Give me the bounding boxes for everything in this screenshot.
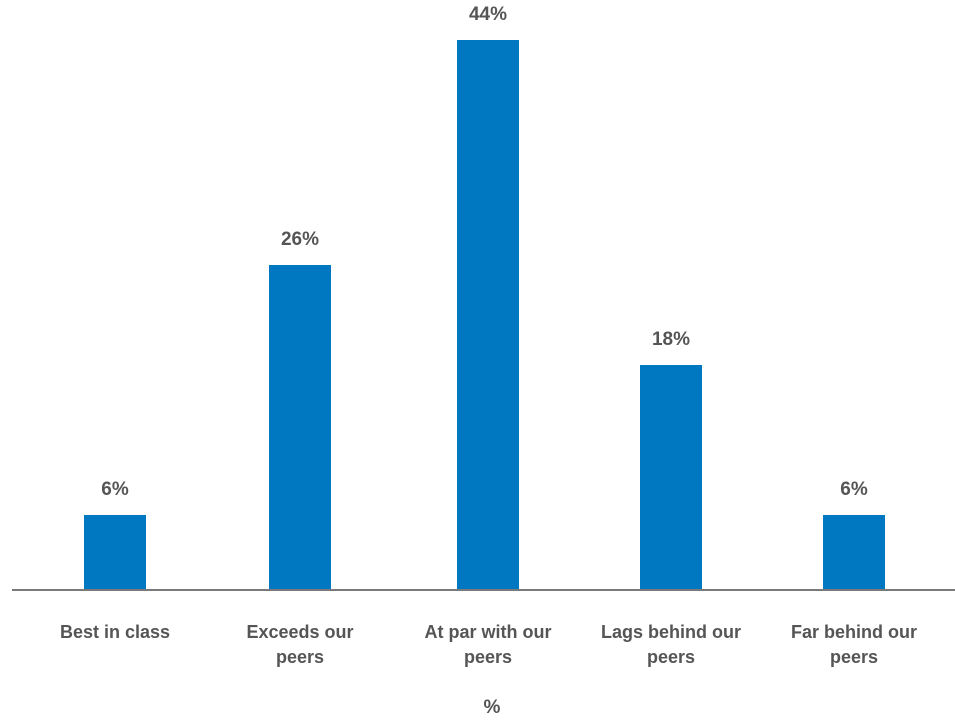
category-label-line: peers [830, 647, 878, 667]
category-label-line: Lags behind our [601, 622, 741, 642]
data-label-0: 6% [101, 479, 129, 500]
category-label-line: peers [464, 647, 512, 667]
bar-3 [640, 365, 702, 590]
category-label-line: peers [647, 647, 695, 667]
category-label-line: Far behind our [791, 622, 917, 642]
bar-2 [457, 40, 519, 590]
category-label-0: Best in class [60, 622, 170, 642]
bar-4 [823, 515, 885, 590]
bars-group [84, 40, 885, 590]
bar-1 [269, 265, 331, 590]
data-label-4: 6% [840, 479, 868, 500]
data-label-3: 18% [652, 329, 690, 350]
bar-0 [84, 515, 146, 590]
category-label-1: Exceeds our peers [246, 622, 353, 667]
category-label-3: Lags behind our peers [601, 622, 741, 667]
category-label-line: Best in class [60, 622, 170, 642]
category-label-line: Exceeds our [246, 622, 353, 642]
category-label-line: At par with our [425, 622, 552, 642]
category-label-2: At par with our peers [425, 622, 552, 667]
value-labels-group: 6% 26% 44% 18% 6% [101, 4, 868, 500]
category-label-line: peers [276, 647, 324, 667]
category-label-4: Far behind our peers [791, 622, 917, 667]
data-label-1: 26% [281, 229, 319, 250]
x-axis-title: % [484, 697, 501, 718]
data-label-2: 44% [469, 4, 507, 25]
